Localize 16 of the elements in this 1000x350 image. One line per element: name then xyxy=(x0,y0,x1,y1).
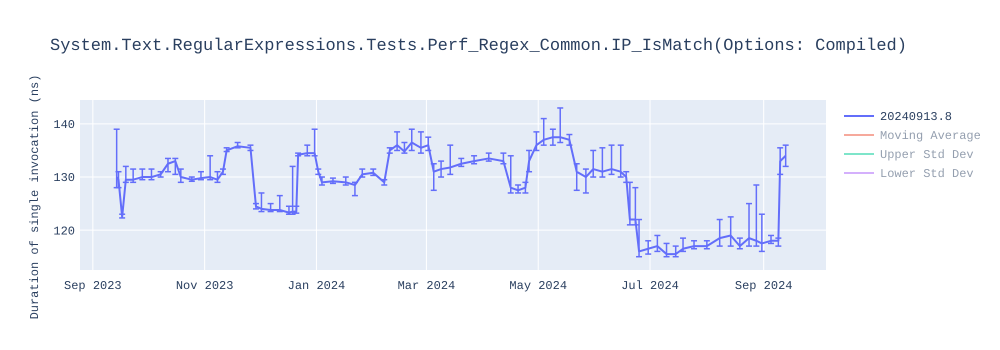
x-tick-label: Sep 2023 xyxy=(64,279,122,294)
x-tick-label: Sep 2024 xyxy=(734,279,792,294)
chart-title: System.Text.RegularExpressions.Tests.Perf_Regex_Common.IP_IsMatch(Options: Compiled) xyxy=(50,37,907,56)
legend-label: 20240913.8 xyxy=(880,110,952,124)
x-tick-label: Mar 2024 xyxy=(398,279,456,294)
x-tick-label: May 2024 xyxy=(509,279,568,294)
y-tick-label: 140 xyxy=(53,118,75,132)
x-tick-label: Jan 2024 xyxy=(288,279,346,294)
x-tick-label: Jul 2024 xyxy=(621,279,679,294)
legend-label: Upper Std Dev xyxy=(880,148,974,162)
y-tick-label: 120 xyxy=(53,224,75,238)
x-tick-label: Nov 2023 xyxy=(176,279,234,294)
y-axis-title: Duration of single invocation (ns) xyxy=(28,74,42,320)
legend-label: Lower Std Dev xyxy=(880,167,974,182)
y-tick-label: 130 xyxy=(53,171,75,186)
legend-label: Moving Average xyxy=(880,129,981,144)
